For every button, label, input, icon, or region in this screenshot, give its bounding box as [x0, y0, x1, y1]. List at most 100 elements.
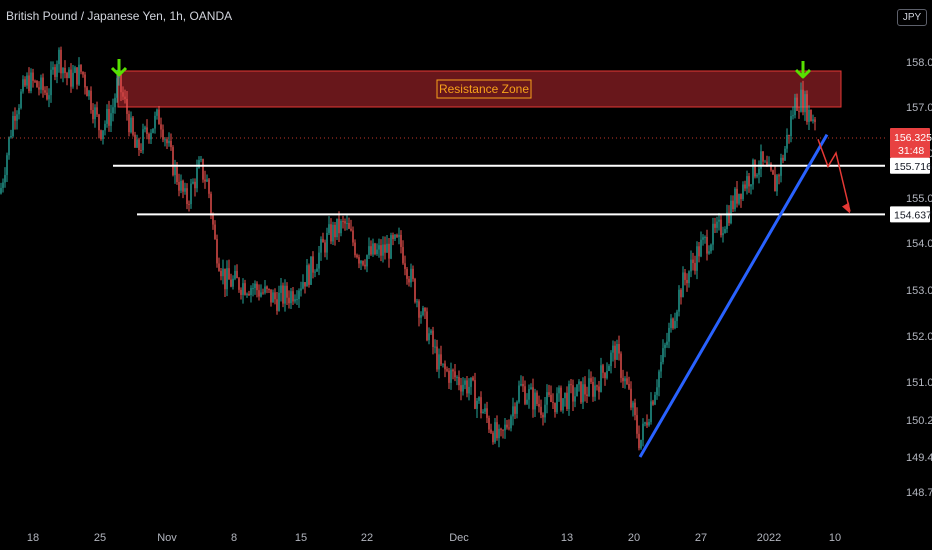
candle-body-78 [156, 109, 158, 116]
candle-body-245 [490, 429, 492, 433]
candle-body-356 [712, 223, 714, 245]
last-price-tag [890, 128, 930, 159]
candle-body-6 [12, 115, 14, 137]
candle-body-405 [810, 109, 812, 122]
candle-body-64 [128, 113, 130, 133]
candle-body-200 [400, 234, 402, 248]
candle-body-317 [634, 402, 636, 416]
candle-body-376 [752, 159, 754, 185]
candle-body-335 [670, 318, 672, 328]
candle-body-271 [542, 414, 544, 418]
candle-body-160 [320, 239, 322, 253]
candle-body-204 [408, 278, 410, 283]
candle-body-315 [630, 388, 632, 408]
candle-body-79 [158, 109, 160, 125]
candle-body-34 [68, 69, 70, 79]
candle-body-301 [602, 365, 604, 373]
candle-body-109 [218, 263, 220, 271]
candle-body-226 [452, 369, 454, 372]
candle-body-250 [500, 428, 502, 430]
candle-body-133 [266, 286, 268, 289]
candle-body-345 [690, 259, 692, 272]
candle-body-291 [582, 384, 584, 403]
candle-body-297 [594, 385, 596, 397]
candle-body-347 [694, 263, 696, 271]
candle-body-143 [286, 285, 288, 298]
candle-body-326 [652, 401, 654, 405]
candle-body-166 [332, 224, 334, 242]
candle-body-137 [274, 292, 276, 300]
currency-button[interactable]: JPY [897, 9, 927, 26]
candle-body-303 [606, 371, 608, 379]
candle-body-227 [454, 371, 456, 378]
trendline [638, 133, 829, 458]
candle-body-203 [406, 268, 408, 279]
candle-body-110 [220, 270, 222, 277]
green-arrow-left-icon-head [110, 66, 128, 77]
candle-body-46 [92, 109, 94, 120]
candle-body-106 [212, 214, 214, 225]
candle-body-173 [346, 223, 348, 225]
candle-body-202 [404, 263, 406, 269]
y-tick-6: 152.000 [906, 331, 932, 343]
candle-body-194 [388, 243, 390, 259]
candle-body-371 [742, 184, 744, 200]
candle-body-282 [564, 392, 566, 399]
candle-body-263 [526, 399, 528, 404]
candle-body-88 [176, 165, 178, 183]
candle-body-27 [54, 67, 56, 77]
candle-body-389 [778, 175, 780, 177]
candle-body-257 [514, 406, 516, 414]
candle-body-235 [470, 377, 472, 387]
candle-body-156 [312, 256, 314, 273]
candle-body-162 [324, 242, 326, 253]
candle-body-35 [70, 69, 72, 87]
candle-body-55 [110, 113, 112, 126]
candle-body-185 [370, 246, 372, 255]
candle-body-336 [672, 318, 674, 329]
candle-body-220 [440, 354, 442, 365]
candle-body-148 [296, 299, 298, 301]
candle-body-237 [474, 380, 476, 409]
y-tick-5: 153.000 [906, 285, 932, 297]
candle-body-372 [744, 184, 746, 189]
candle-body-308 [616, 343, 618, 360]
candle-body-40 [80, 64, 82, 72]
candle-body-368 [736, 188, 738, 204]
candle-body-45 [90, 90, 92, 110]
candle-body-223 [446, 369, 448, 371]
candle-body-120 [240, 289, 242, 295]
candle-body-265 [530, 387, 532, 390]
candle-body-0 [0, 187, 2, 194]
candle-body-365 [730, 200, 732, 224]
candle-body-102 [204, 179, 206, 182]
candle-body-280 [560, 387, 562, 411]
x-tick-1: 25 [94, 532, 106, 544]
candle-body-363 [726, 212, 728, 230]
candle-body-275 [550, 394, 552, 403]
candle-body-95 [190, 183, 192, 205]
candle-body-20 [40, 77, 42, 90]
candle-body-176 [352, 230, 354, 243]
candle-body-15 [30, 72, 32, 92]
candle-body-307 [614, 345, 616, 360]
candle-body-244 [488, 417, 490, 430]
candle-body-183 [366, 255, 368, 267]
candle-body-170 [340, 220, 342, 234]
candle-body-232 [464, 380, 466, 385]
candle-body-357 [714, 223, 716, 228]
candle-body-165 [330, 224, 332, 242]
candle-body-115 [230, 279, 232, 287]
candle-body-276 [552, 402, 554, 404]
candle-body-193 [386, 243, 388, 253]
candle-body-309 [618, 343, 620, 354]
x-tick-2: Nov [157, 532, 177, 544]
candle-body-77 [154, 115, 156, 129]
y-tick-3: 155.000 [906, 193, 932, 205]
candle-body-313 [626, 378, 628, 385]
candle-body-360 [720, 219, 722, 236]
candle-body-83 [166, 139, 168, 144]
candle-body-344 [688, 271, 690, 284]
